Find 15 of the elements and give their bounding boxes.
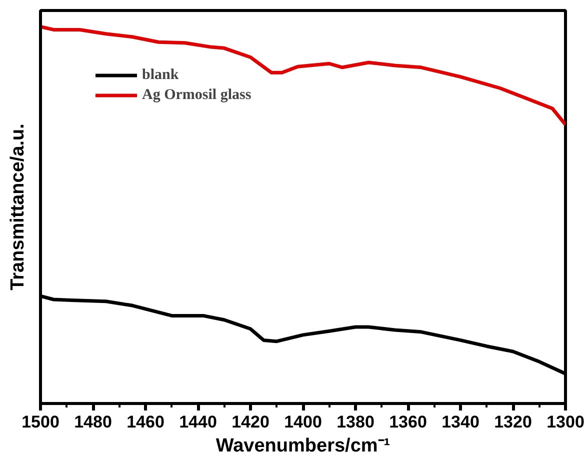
x-tick-label: 1480 (74, 412, 112, 432)
y-axis-title: Transmittance/a.u. (8, 124, 28, 290)
x-tick-label: 1380 (336, 412, 374, 432)
legend-label: blank (142, 66, 179, 84)
x-axis-title: Wavenumbers/cm⁻¹ (216, 436, 390, 456)
x-tick-label: 1420 (232, 412, 270, 432)
x-tick-label: 1400 (284, 412, 322, 432)
x-tick-label: 1300 (546, 412, 584, 432)
legend-label: Ag Ormosil glass (142, 86, 252, 104)
x-tick-label: 1500 (22, 412, 60, 432)
x-tick-label: 1360 (389, 412, 427, 432)
x-tick-label: 1440 (179, 412, 217, 432)
x-tick-label: 1340 (442, 412, 480, 432)
x-tick-label: 1460 (126, 412, 164, 432)
x-tick-label: 1320 (494, 412, 532, 432)
